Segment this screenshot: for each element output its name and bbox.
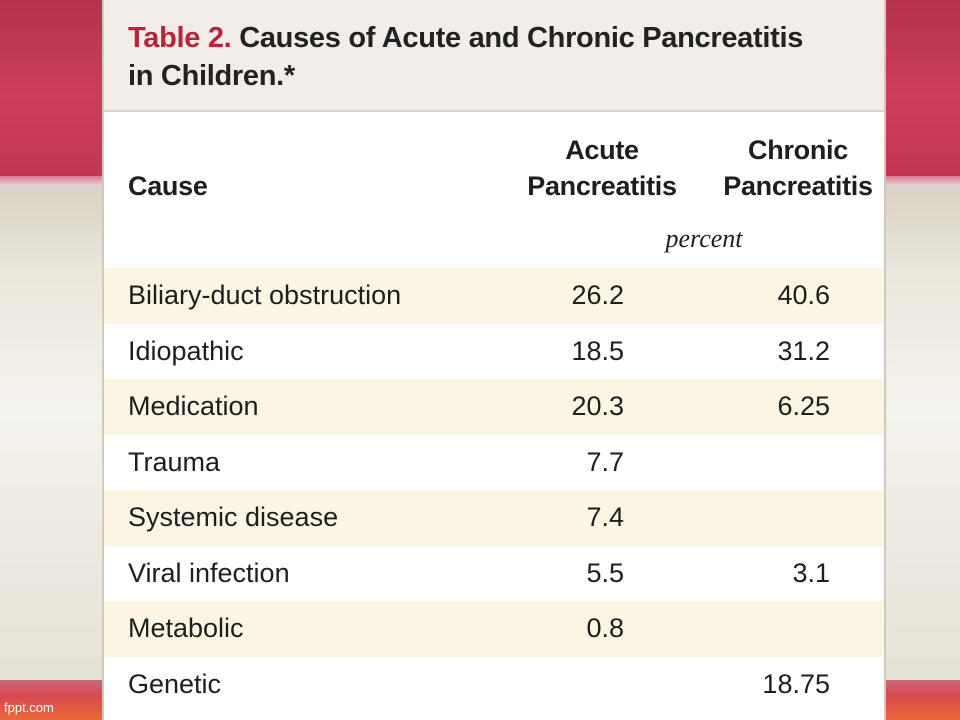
cell-chronic: 18.75 [762,668,830,699]
column-header-acute: Acute Pancreatitis [520,132,684,204]
cell-chronic: 3.1 [792,557,830,588]
caption-title: Causes of Acute and Chronic Pancreatitis [231,22,804,54]
cell-cause: Genetic [128,668,222,699]
table-caption: Table 2. Causes of Acute and Chronic Pan… [104,0,884,112]
table-body: Biliary-duct obstruction 26.2 40.6 Idiop… [104,268,884,712]
column-header-chronic-line1: Chronic [748,135,848,165]
cell-cause: Systemic disease [128,502,339,532]
caption-line-2: in Children.* [128,60,295,92]
cell-cause: Medication [128,391,259,421]
table-row: Genetic 18.75 [104,657,884,713]
column-header-chronic: Chronic Pancreatitis [708,132,884,204]
table-row: Metabolic 0.8 [104,601,884,657]
table-row: Idiopathic 18.5 31.2 [104,324,884,380]
table-row: Trauma 7.7 [104,435,884,491]
cell-acute: 5.5 [586,557,624,588]
cell-acute: 0.8 [586,613,624,643]
column-header-cause: Cause [128,171,208,201]
column-header-chronic-line2: Pancreatitis [723,171,873,201]
table-card: Table 2. Causes of Acute and Chronic Pan… [102,0,886,720]
cell-acute: 7.7 [586,446,624,477]
cell-cause: Biliary-duct obstruction [128,280,402,310]
unit-label: percent [665,224,743,253]
column-header-acute-line2: Pancreatitis [527,171,677,201]
cell-acute: 18.5 [571,335,624,366]
cell-chronic: 31.2 [777,335,830,366]
cell-acute: 7.4 [586,502,624,532]
table-row: Systemic disease 7.4 [104,490,884,546]
cell-cause: Metabolic [128,613,244,643]
column-header-acute-line1: Acute [565,135,639,165]
table-row: Viral infection 5.5 3.1 [104,546,884,602]
cell-cause: Trauma [128,446,221,477]
table-row: Medication 20.3 6.25 [104,379,884,435]
cell-acute: 20.3 [571,391,624,421]
cell-cause: Viral infection [128,557,290,588]
cell-cause: Idiopathic [128,335,244,366]
cell-acute: 26.2 [571,280,624,310]
footer-site-label: fppt.com [4,700,54,715]
caption-label: Table 2. [128,22,232,54]
cell-chronic: 6.25 [777,391,830,421]
caption-line-1: Table 2. Causes of Acute and Chronic Pan… [128,22,803,55]
cell-chronic: 40.6 [777,280,830,310]
table-row: Biliary-duct obstruction 26.2 40.6 [104,268,884,324]
